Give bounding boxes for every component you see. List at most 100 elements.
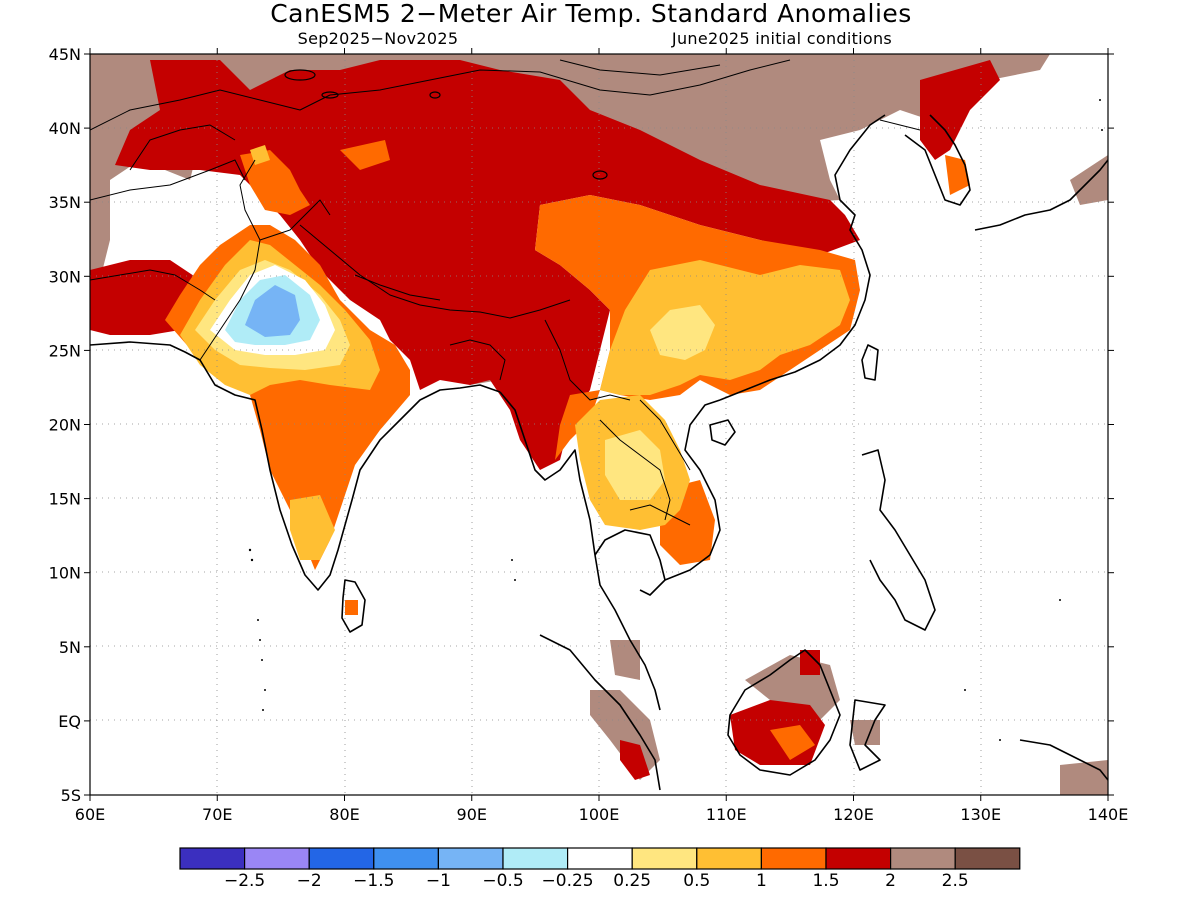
coast-sulawesi <box>849 699 886 771</box>
border-afghanistan <box>90 159 246 201</box>
colorbar-label: 1 <box>756 871 767 891</box>
initial-conditions: June2025 initial conditions <box>671 29 892 48</box>
border-himalaya <box>299 224 571 319</box>
colorbar-swatch <box>179 847 246 870</box>
shade-1.5-2-main <box>115 60 860 470</box>
shade-1-1.5-korea <box>945 155 970 195</box>
lake-qinghai <box>592 170 608 180</box>
coast-newguinea <box>1019 739 1108 781</box>
shade-1-1.5-borneo <box>770 725 815 760</box>
shade-neg-0.5 <box>245 285 300 337</box>
coast-philippines <box>861 449 936 631</box>
coast-sumatra <box>539 634 661 791</box>
shade-1.5-2-sumatra <box>620 740 650 780</box>
colorbar-label: −2.5 <box>224 871 265 891</box>
shade-1.5-2-cluster <box>800 650 820 675</box>
colorbar-swatch <box>954 847 1021 870</box>
coast-japan <box>974 159 1108 231</box>
shade-0.25-0.5-china <box>650 305 715 360</box>
border-china-mongolia <box>329 59 791 96</box>
colorbar-label: 2 <box>885 871 896 891</box>
colorbar-label: 0.25 <box>613 871 651 891</box>
colorbar-swatch <box>889 847 956 870</box>
lat-label: 25N <box>49 341 81 360</box>
shade-0.25-0.5-laos <box>605 430 665 500</box>
colorbar-swatch <box>437 847 504 870</box>
map-title: CanESM5 2−Meter Air Temp. Standard Anoma… <box>270 0 912 28</box>
coast-taiwan <box>861 344 879 381</box>
coast-srilanka <box>341 579 366 633</box>
colorbar-label: −1 <box>426 871 451 891</box>
coast-vietnam <box>664 399 721 581</box>
shade-0.5-1-china <box>600 260 850 395</box>
colorbar-swatch <box>696 847 762 870</box>
colorbar-label: 2.5 <box>942 871 969 891</box>
coast-arabia-india <box>90 341 501 591</box>
colorbar-swatch <box>825 847 892 870</box>
border-mongolia <box>559 59 721 76</box>
lat-axis: 45N 40N 35N 30N 25N 20N 15N 10N 5N EQ 5S <box>49 45 1114 805</box>
border-iran <box>90 269 216 301</box>
coast-myanmar-malay <box>499 391 661 711</box>
shade-2-2.5-sulawesi <box>850 720 880 745</box>
border-india-states <box>259 199 331 241</box>
colorbar-swatch <box>502 847 569 870</box>
shade-1.5-2-korea <box>920 60 1000 160</box>
colorbar-label: 0.5 <box>683 871 710 891</box>
lon-label: 130E <box>960 805 1001 824</box>
colorbar-label: −1.5 <box>353 871 394 891</box>
anomaly-shading-1.5-2 <box>90 60 1000 780</box>
lakes <box>284 69 608 180</box>
coast-hainan <box>709 419 736 446</box>
colorbar-swatch <box>760 847 827 870</box>
coast-korea <box>904 114 971 206</box>
shade-1-1.5-srilanka <box>345 600 358 615</box>
border-laos-thai <box>599 419 671 521</box>
colorbar-label: −0.5 <box>482 871 523 891</box>
border-bangladesh <box>449 339 506 381</box>
border-korea-china <box>879 119 921 131</box>
border-nepal <box>354 274 441 301</box>
colorbar-swatch <box>308 847 375 870</box>
coastlines <box>90 114 1108 791</box>
map-plot-area <box>90 54 1108 795</box>
lat-label: 40N <box>49 119 81 138</box>
lake-issyk-kul <box>321 91 339 99</box>
lon-label: 90E <box>457 805 487 824</box>
lon-label: 100E <box>579 805 620 824</box>
colorbar-swatch <box>244 847 310 870</box>
lon-label: 60E <box>75 805 105 824</box>
lat-label: 20N <box>49 416 81 435</box>
lat-label: 45N <box>49 45 81 64</box>
shade-1-1.5-tibet-spot <box>340 140 390 170</box>
lon-label: 140E <box>1088 805 1129 824</box>
lon-label: 110E <box>706 805 747 824</box>
lat-label: 5S <box>61 786 81 805</box>
anomaly-shading-negative <box>225 275 320 345</box>
border-myanmar-china <box>544 319 631 401</box>
lake-balkhash <box>284 69 316 81</box>
coast-china <box>719 114 886 401</box>
shade-2-2.5-north <box>90 54 1050 300</box>
colorbar: −2.5 −2 −1.5 −1 −0.5 −0.25 0.25 0.5 1 1.5 2 2.5 <box>179 847 1021 891</box>
lat-label: 30N <box>49 267 81 286</box>
lon-label: 70E <box>202 805 232 824</box>
border-vietnam-laos <box>639 399 691 471</box>
border-pakistan-india <box>199 159 261 361</box>
colorbar-swatch <box>373 847 439 870</box>
lat-label: EQ <box>58 712 81 731</box>
colorbar-label: 1.5 <box>812 871 839 891</box>
lon-label: 80E <box>329 805 359 824</box>
shade-2-2.5-malaysia <box>610 640 640 680</box>
lat-label: 15N <box>49 490 81 509</box>
colorbar-label: −2 <box>297 871 322 891</box>
coast-borneo <box>727 649 841 776</box>
border-kazakh <box>90 89 331 131</box>
coast-thailand-gulf <box>594 529 666 596</box>
shade-0.5-1-southindia <box>290 495 335 560</box>
border-centralasia <box>129 124 236 171</box>
shade-1-1.5-kashmir <box>240 150 310 215</box>
border-cambodia <box>629 504 691 526</box>
lon-label: 120E <box>833 805 874 824</box>
